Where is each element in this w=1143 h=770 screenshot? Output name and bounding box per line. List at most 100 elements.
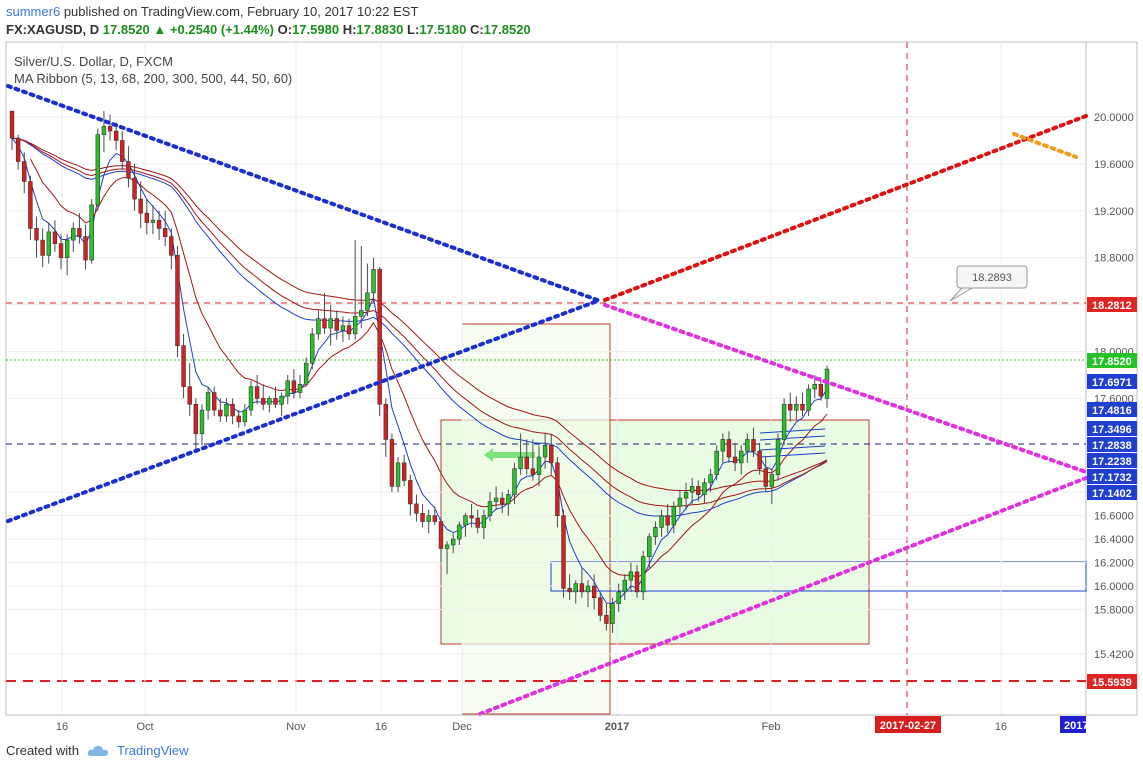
x-tick-label: 2017 xyxy=(605,721,629,733)
candle xyxy=(89,204,94,261)
candle xyxy=(22,161,27,182)
candle xyxy=(15,137,21,162)
orange-projection-line xyxy=(1012,132,1078,159)
candle xyxy=(273,398,278,405)
publish-header: summer6 published on TradingView.com, Fe… xyxy=(6,3,418,21)
candle xyxy=(291,380,297,393)
x-tick-label: Dec xyxy=(452,721,472,733)
y-tick-label: 19.2000 xyxy=(1094,206,1134,218)
x-tick-label: Feb xyxy=(762,721,781,733)
lower-wedge-line xyxy=(478,476,1088,716)
candle xyxy=(463,515,468,526)
ma-extension-2 xyxy=(759,445,826,451)
candle xyxy=(671,505,677,526)
candle xyxy=(285,380,290,397)
price-change: +0.2540 (+1.44%) xyxy=(169,22,274,37)
price-label-bg xyxy=(1087,353,1137,368)
chart-title: Silver/U.S. Dollar, D, FXCM xyxy=(14,54,173,69)
year-marker-bg xyxy=(1060,716,1086,733)
candle xyxy=(640,556,646,593)
candle xyxy=(40,239,45,256)
candle xyxy=(493,497,499,502)
candle xyxy=(561,515,566,589)
upper-downtrend-line xyxy=(6,84,602,303)
candle xyxy=(28,181,33,229)
candle xyxy=(113,130,119,141)
candle xyxy=(9,110,15,139)
candle xyxy=(579,583,585,593)
candle xyxy=(34,228,39,241)
candle xyxy=(193,403,199,434)
candle xyxy=(340,325,346,331)
created-with-label: Created with xyxy=(6,743,79,758)
candle xyxy=(236,415,241,423)
ma-ribbon-line-0 xyxy=(11,137,828,604)
candle xyxy=(199,409,205,434)
price-label: 17.4816 xyxy=(1092,405,1132,417)
candle xyxy=(781,403,787,440)
author-name[interactable]: summer6 xyxy=(6,4,61,19)
candle xyxy=(659,515,664,528)
candle xyxy=(101,126,107,135)
price-label: 17.8520 xyxy=(1092,356,1132,368)
candle xyxy=(628,571,634,581)
callout-box xyxy=(956,265,1028,289)
price-label-bg xyxy=(1087,297,1137,312)
price-label: 17.2838 xyxy=(1092,440,1132,452)
ma-ribbon-line-1 xyxy=(29,158,828,578)
y-tick-label: 16.0000 xyxy=(1094,581,1134,593)
indicator-label[interactable]: MA Ribbon (5, 13, 68, 200, 300, 500, 44,… xyxy=(14,71,293,86)
price-label: 17.2238 xyxy=(1092,456,1132,468)
candle xyxy=(58,243,64,258)
x-tick-label: 16 xyxy=(995,721,1007,733)
candle xyxy=(132,177,137,200)
x-tick-label: 16 xyxy=(375,721,387,733)
candle xyxy=(162,228,168,237)
ma-extension-0 xyxy=(759,428,826,434)
candle xyxy=(487,501,493,516)
candle xyxy=(365,292,370,311)
candle xyxy=(794,403,799,411)
candle xyxy=(585,585,591,593)
candle xyxy=(800,403,805,411)
candle xyxy=(677,497,683,507)
candle xyxy=(297,384,303,393)
candle xyxy=(549,444,554,464)
close-value: 17.8520 xyxy=(483,22,531,37)
candle xyxy=(181,345,186,387)
candle xyxy=(187,386,192,405)
y-tick-label: 16.6000 xyxy=(1094,511,1134,523)
candle xyxy=(726,439,732,458)
candle xyxy=(205,392,211,411)
candle xyxy=(52,231,58,244)
candle xyxy=(224,403,229,417)
candle xyxy=(610,603,615,624)
candle xyxy=(279,395,284,405)
tradingview-logo-icon xyxy=(87,745,108,756)
chart-legend: Silver/U.S. Dollar, D, FXCM MA Ribbon (5… xyxy=(14,53,292,87)
low-value: 17.5180 xyxy=(419,22,467,37)
candle xyxy=(481,515,487,528)
y-tick-label: 20.0000 xyxy=(1094,112,1134,124)
candle xyxy=(175,255,180,346)
candle xyxy=(77,228,82,237)
ma-extension-1 xyxy=(759,435,826,441)
price-label-bg xyxy=(1087,674,1137,689)
candle xyxy=(322,318,327,329)
close-label: C: xyxy=(469,22,484,37)
candle xyxy=(401,462,407,481)
candle xyxy=(383,403,388,440)
candle xyxy=(567,588,572,593)
candle xyxy=(757,450,762,470)
price-label: 15.5939 xyxy=(1092,677,1132,689)
candle xyxy=(751,439,756,452)
publish-info: published on TradingView.com, February 1… xyxy=(63,4,419,19)
open-label: O: xyxy=(277,22,293,37)
x-tick-label: Oct xyxy=(136,721,153,733)
candle xyxy=(683,491,689,499)
candle xyxy=(242,409,248,423)
candle xyxy=(518,456,523,470)
candle xyxy=(230,403,235,417)
tradingview-brand[interactable]: TradingView xyxy=(116,743,189,758)
